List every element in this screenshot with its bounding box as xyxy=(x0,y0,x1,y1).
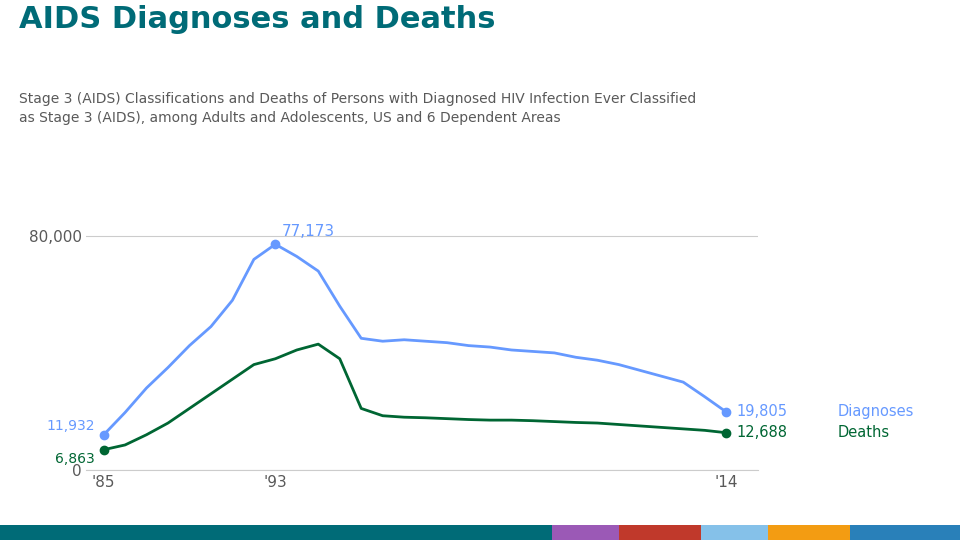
Text: 6,863: 6,863 xyxy=(56,452,95,466)
Text: 77,173: 77,173 xyxy=(282,224,335,239)
Text: AIDS Diagnoses and Deaths: AIDS Diagnoses and Deaths xyxy=(19,5,495,35)
Text: 19,805: 19,805 xyxy=(737,404,788,420)
Text: 11,932: 11,932 xyxy=(46,418,95,433)
Text: Diagnoses: Diagnoses xyxy=(838,404,914,420)
Text: Deaths: Deaths xyxy=(838,425,890,440)
Text: Stage 3 (AIDS) Classifications and Deaths of Persons with Diagnosed HIV Infectio: Stage 3 (AIDS) Classifications and Death… xyxy=(19,92,696,125)
Text: 12,688: 12,688 xyxy=(737,425,788,440)
